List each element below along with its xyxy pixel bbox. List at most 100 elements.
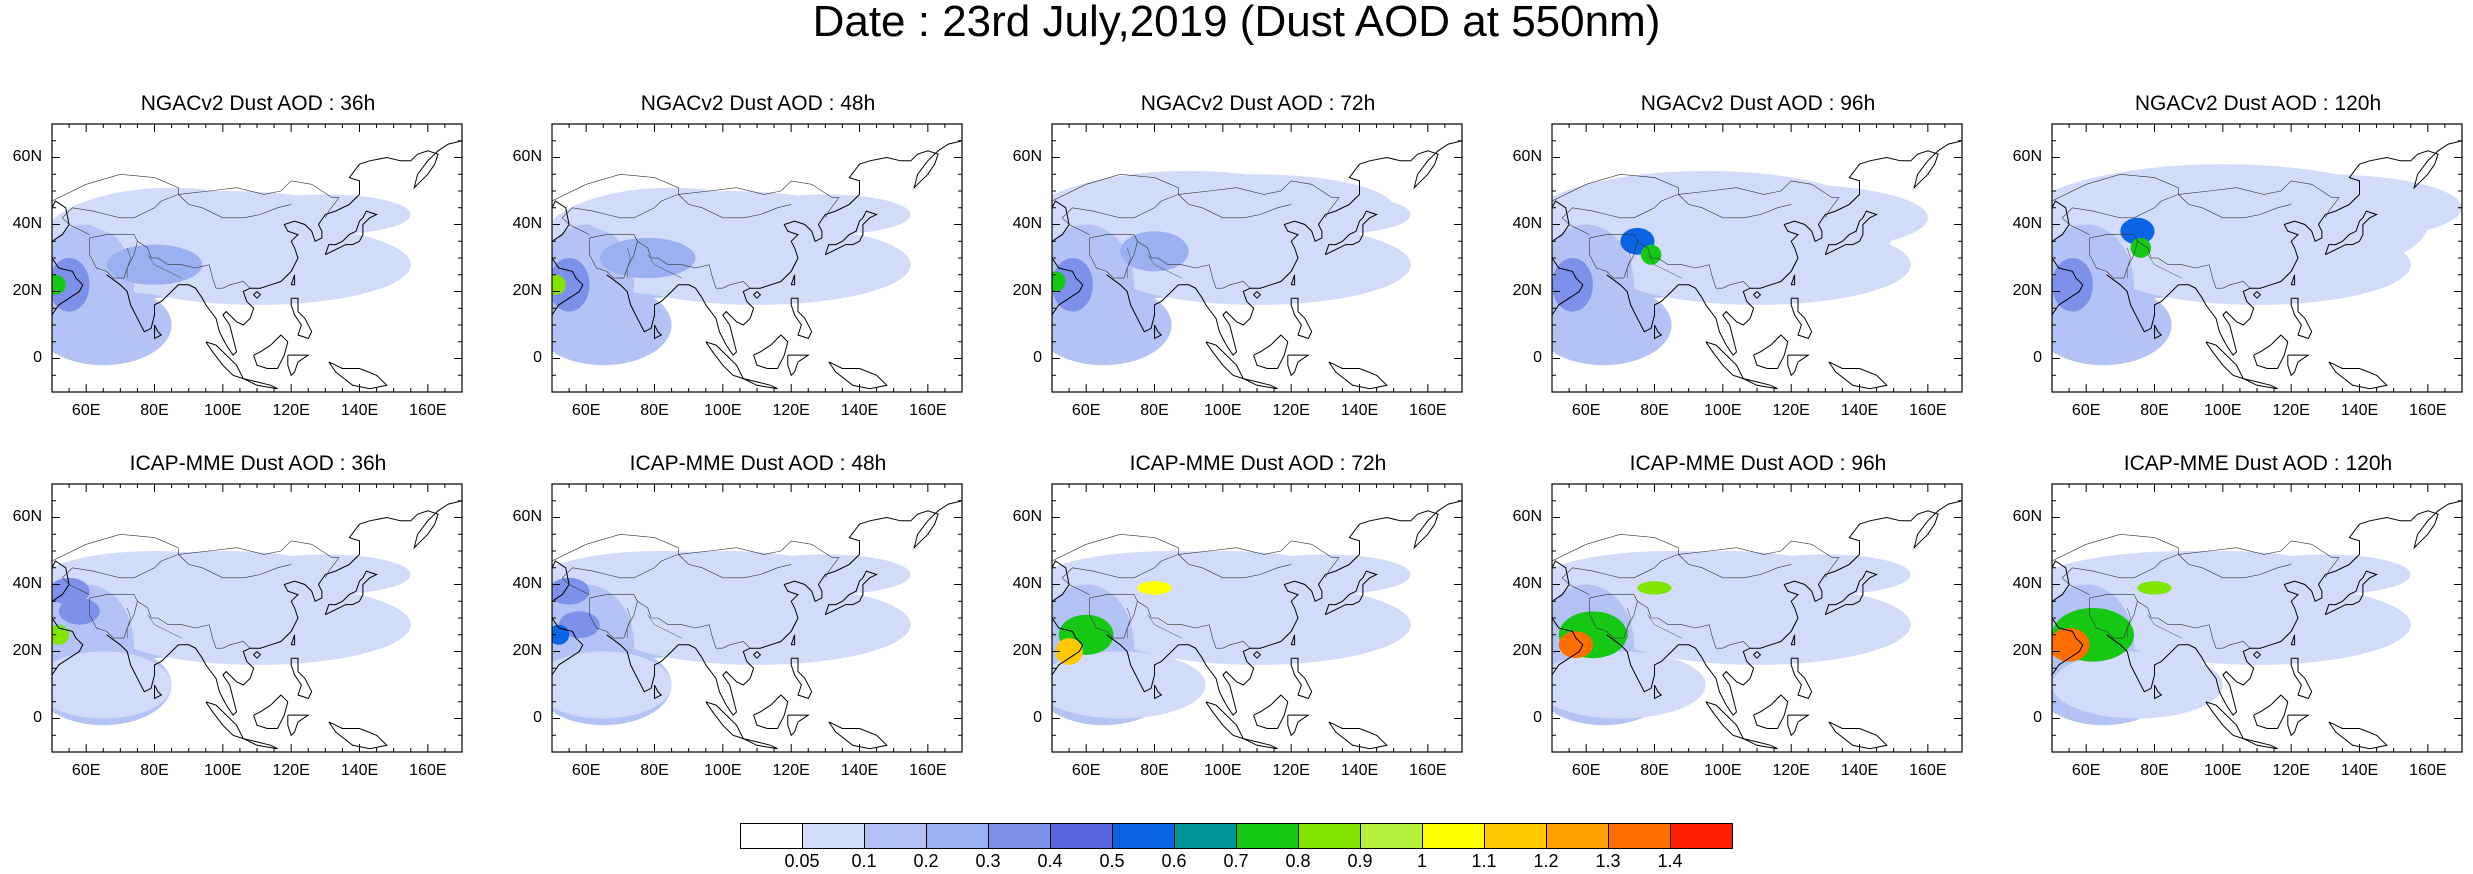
coastline xyxy=(1324,210,1378,256)
country-border xyxy=(1178,194,1292,219)
lat-tick-label: 20N xyxy=(512,281,542,299)
lat-tick-label: 40N xyxy=(1012,574,1042,592)
lon-tick-label: 160E xyxy=(909,762,947,779)
lat-tick-label: 60N xyxy=(2012,147,2042,165)
colorbar-swatch xyxy=(1050,823,1113,849)
coastline xyxy=(1552,200,1570,242)
lon-tick-label: 100E xyxy=(704,762,742,779)
coastline xyxy=(824,210,878,256)
lon-tick-label: 160E xyxy=(409,402,447,419)
coastline xyxy=(2106,500,2462,716)
coastline xyxy=(1052,617,1084,676)
country-border xyxy=(1678,194,1792,219)
colorbar-swatch xyxy=(988,823,1051,849)
dust-blob xyxy=(1640,244,1662,265)
coastlines xyxy=(52,140,462,390)
lon-tick-label: 60E xyxy=(1571,762,1601,779)
country-border xyxy=(2062,554,2179,579)
lon-tick-label: 60E xyxy=(2071,402,2101,419)
country-border xyxy=(1178,554,1292,579)
coastline xyxy=(1052,257,1084,316)
map-plot xyxy=(2051,483,2463,753)
coastline xyxy=(2328,361,2388,390)
dust-blob xyxy=(52,651,172,719)
coastline xyxy=(705,701,745,740)
country-border xyxy=(1178,180,1340,218)
coastline xyxy=(253,694,289,729)
coastline xyxy=(1654,324,1663,340)
coastline xyxy=(2154,684,2163,700)
panel-title: ICAP-MME Dust AOD : 120h xyxy=(2123,452,2393,475)
tick-marks xyxy=(2051,483,2463,753)
lat-tick-label: 0 xyxy=(2033,708,2042,726)
coastline xyxy=(324,570,378,616)
river xyxy=(647,254,682,279)
country-border xyxy=(52,533,179,562)
coastline xyxy=(1052,200,1070,242)
lon-tick-label: 80E xyxy=(2140,402,2169,419)
lat-tick-label: 40N xyxy=(512,574,542,592)
dust-blob xyxy=(2137,581,2172,595)
coastline xyxy=(1287,354,1310,377)
colorbar-label: 0.7 xyxy=(1223,851,1249,871)
country-border xyxy=(1589,237,1638,279)
dust-blob xyxy=(2130,237,2152,258)
lon-tick-label: 100E xyxy=(1704,762,1742,779)
lon-tick-label: 60E xyxy=(571,762,601,779)
coastline xyxy=(154,324,163,340)
lon-tick-label: 160E xyxy=(1409,762,1447,779)
lat-tick-label: 20N xyxy=(12,281,42,299)
river xyxy=(626,607,631,639)
lon-tick-label: 60E xyxy=(571,402,601,419)
colorbar-swatch xyxy=(1484,823,1547,849)
lat-tick-label: 0 xyxy=(533,348,542,366)
colorbar-label: 0.05 xyxy=(784,851,820,871)
coastline xyxy=(154,684,163,700)
coastline xyxy=(552,257,584,316)
coastline xyxy=(106,140,462,356)
colorbar-label: 1 xyxy=(1416,851,1427,871)
lat-tick-label: 0 xyxy=(1533,708,1542,726)
river xyxy=(1647,254,1682,279)
dust-blob xyxy=(52,274,66,295)
coastline xyxy=(2290,634,2296,646)
map-panel: ICAP-MME Dust AOD : 120h 60N 40N 20N 0 60E 80E… xyxy=(2000,452,2463,802)
country-border xyxy=(562,194,679,219)
lon-tick-label: 80E xyxy=(1140,762,1169,779)
lat-tick-label: 0 xyxy=(533,708,542,726)
coastline xyxy=(1790,634,1796,646)
country-border xyxy=(2089,597,2138,639)
country-border xyxy=(562,577,590,595)
lon-tick-label: 80E xyxy=(1640,762,1669,779)
lon-tick-label: 100E xyxy=(1704,402,1742,419)
coastline xyxy=(1290,657,1313,700)
coastline xyxy=(1243,378,1278,390)
coastlines xyxy=(2052,500,2462,750)
lon-tick-label: 80E xyxy=(140,402,169,419)
dust-blob xyxy=(558,611,600,639)
dust-blob xyxy=(1120,231,1189,272)
colorbar-swatch xyxy=(1546,823,1609,849)
coastline xyxy=(552,617,584,676)
coastline xyxy=(654,324,663,340)
river xyxy=(2147,254,2182,279)
coastline xyxy=(1743,378,1778,390)
coastlines xyxy=(552,140,962,390)
coastline xyxy=(753,694,789,729)
panel-title: NGACv2 Dust AOD : 96h xyxy=(1640,92,1876,115)
lon-tick-label: 160E xyxy=(1909,402,1947,419)
country-border xyxy=(1589,234,1751,289)
coastline xyxy=(1753,334,1789,369)
river xyxy=(126,247,131,279)
country-border xyxy=(1562,217,1590,235)
lon-tick-label: 140E xyxy=(340,402,379,419)
dust-blob xyxy=(1552,651,1706,719)
coastline xyxy=(752,291,762,299)
dust-blob xyxy=(1052,651,1206,719)
colorbar-label: 0.9 xyxy=(1347,851,1373,871)
coastline xyxy=(790,634,796,646)
coastline xyxy=(753,334,789,369)
dust-blob xyxy=(552,577,590,605)
map-plot xyxy=(1551,123,1963,393)
country-border xyxy=(1052,533,1179,562)
